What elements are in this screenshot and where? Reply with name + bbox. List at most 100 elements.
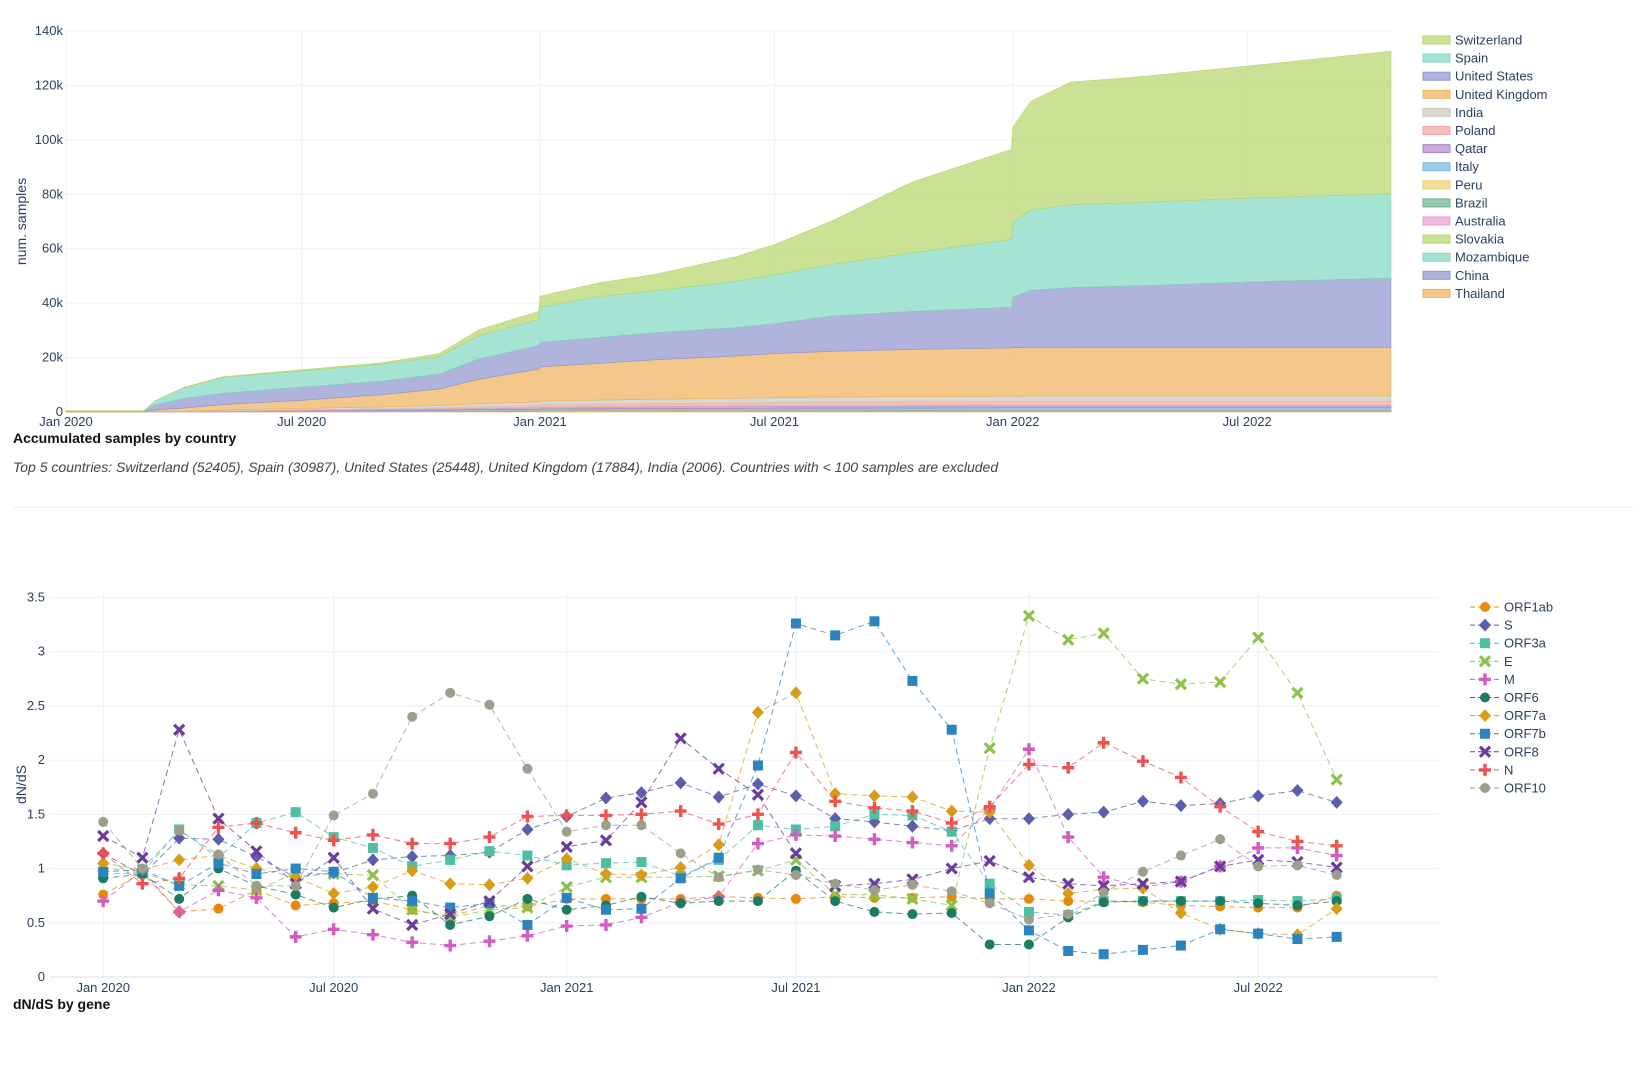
point-n bbox=[599, 809, 612, 822]
point-orf7b bbox=[790, 618, 801, 629]
legend-swatch-qatar bbox=[1422, 144, 1451, 154]
legend-label-poland: Poland bbox=[1455, 123, 1495, 138]
point-orf7b bbox=[328, 866, 339, 877]
point-orf7a bbox=[406, 864, 419, 878]
point-orf10 bbox=[946, 886, 957, 897]
point-n bbox=[406, 837, 419, 850]
point-m bbox=[1062, 831, 1075, 844]
point-n bbox=[1252, 825, 1265, 838]
point-orf3a bbox=[984, 878, 995, 889]
y-tick-label: 60k bbox=[42, 241, 63, 256]
legend-label-e: E bbox=[1504, 654, 1513, 669]
legend-swatch-australia bbox=[1422, 216, 1451, 226]
point-orf8 bbox=[1174, 875, 1188, 888]
point-m bbox=[483, 935, 496, 948]
point-orf7b bbox=[213, 858, 224, 869]
point-orf10 bbox=[290, 880, 301, 891]
point-m bbox=[945, 839, 958, 852]
legend-label-n: N bbox=[1504, 762, 1513, 777]
point-orf7b bbox=[869, 616, 880, 627]
point-orf3a bbox=[445, 854, 456, 865]
legend-label-orf10: ORF10 bbox=[1504, 781, 1546, 796]
point-n bbox=[250, 817, 263, 829]
y-tick-label: 140k bbox=[35, 23, 64, 38]
point-n bbox=[97, 847, 110, 860]
point-orf7a bbox=[173, 853, 186, 867]
point-orf3a bbox=[830, 821, 841, 832]
point-orf10 bbox=[1331, 870, 1342, 881]
legend-marker-orf7b bbox=[1480, 728, 1490, 739]
point-s bbox=[789, 789, 802, 803]
point-n bbox=[829, 795, 842, 808]
point-orf7a bbox=[868, 789, 881, 803]
point-orf10 bbox=[1137, 866, 1148, 877]
point-s bbox=[829, 812, 842, 826]
point-orf6 bbox=[1292, 900, 1303, 911]
point-orf7b bbox=[290, 863, 301, 874]
point-s bbox=[1252, 789, 1265, 803]
point-orf8 bbox=[1214, 860, 1227, 873]
legend-label-orf6: ORF6 bbox=[1504, 690, 1539, 705]
point-orf6 bbox=[675, 898, 686, 909]
point-orf7a bbox=[250, 862, 263, 876]
point-s bbox=[366, 853, 379, 867]
legend-label-switzerland: Switzerland bbox=[1455, 33, 1522, 48]
legend-swatch-china bbox=[1422, 270, 1451, 280]
point-orf6 bbox=[713, 896, 724, 907]
point-s bbox=[212, 832, 225, 846]
point-orf8 bbox=[173, 723, 186, 736]
point-n bbox=[906, 805, 919, 818]
point-orf10 bbox=[367, 788, 378, 799]
point-e bbox=[366, 868, 380, 882]
point-m bbox=[906, 836, 919, 849]
point-orf3a bbox=[484, 846, 495, 857]
point-orf7b bbox=[830, 630, 841, 641]
chart1-title: Accumulated samples by country bbox=[13, 430, 237, 446]
point-s bbox=[1136, 794, 1149, 808]
point-n bbox=[1291, 835, 1304, 848]
legend-label-thailand: Thailand bbox=[1455, 286, 1505, 301]
point-orf10 bbox=[1175, 850, 1186, 861]
point-orf7a bbox=[327, 886, 340, 900]
point-orf8 bbox=[751, 788, 765, 801]
point-n bbox=[712, 818, 725, 831]
legend-marker-orf3a bbox=[1480, 638, 1490, 649]
point-s bbox=[1174, 799, 1187, 813]
point-orf10 bbox=[561, 826, 572, 837]
point-orf10 bbox=[600, 820, 611, 831]
point-m bbox=[212, 884, 225, 897]
point-m bbox=[868, 833, 881, 846]
point-orf1ab bbox=[98, 889, 109, 900]
point-e bbox=[1252, 631, 1265, 644]
point-orf7a bbox=[635, 868, 648, 882]
series-n bbox=[97, 736, 1343, 890]
point-e bbox=[1330, 773, 1343, 786]
point-n bbox=[136, 877, 149, 890]
legend-label-peru: Peru bbox=[1455, 177, 1482, 192]
point-e bbox=[560, 880, 573, 894]
point-orf6 bbox=[328, 902, 339, 913]
point-n bbox=[945, 817, 958, 829]
legend-label-slovakia: Slovakia bbox=[1455, 232, 1505, 247]
point-s bbox=[1097, 805, 1110, 819]
point-n bbox=[327, 834, 340, 847]
point-n bbox=[868, 801, 881, 814]
point-m bbox=[599, 918, 612, 931]
point-orf7a bbox=[789, 686, 802, 700]
point-orf6 bbox=[752, 896, 763, 907]
point-n bbox=[1136, 755, 1149, 768]
point-orf6 bbox=[484, 911, 495, 922]
legend-marker-orf7a bbox=[1479, 709, 1491, 723]
y-tick-label: 0 bbox=[56, 404, 63, 419]
point-orf1ab bbox=[290, 900, 301, 911]
point-s bbox=[712, 790, 725, 804]
legend-marker-m bbox=[1479, 673, 1491, 686]
point-orf1ab bbox=[1023, 893, 1034, 904]
point-orf6 bbox=[1098, 897, 1109, 908]
point-e bbox=[406, 903, 419, 916]
point-orf8 bbox=[406, 918, 419, 932]
point-orf3a bbox=[636, 857, 647, 868]
point-orf6 bbox=[984, 939, 995, 950]
point-e bbox=[1214, 675, 1227, 689]
point-orf3a bbox=[946, 826, 957, 837]
